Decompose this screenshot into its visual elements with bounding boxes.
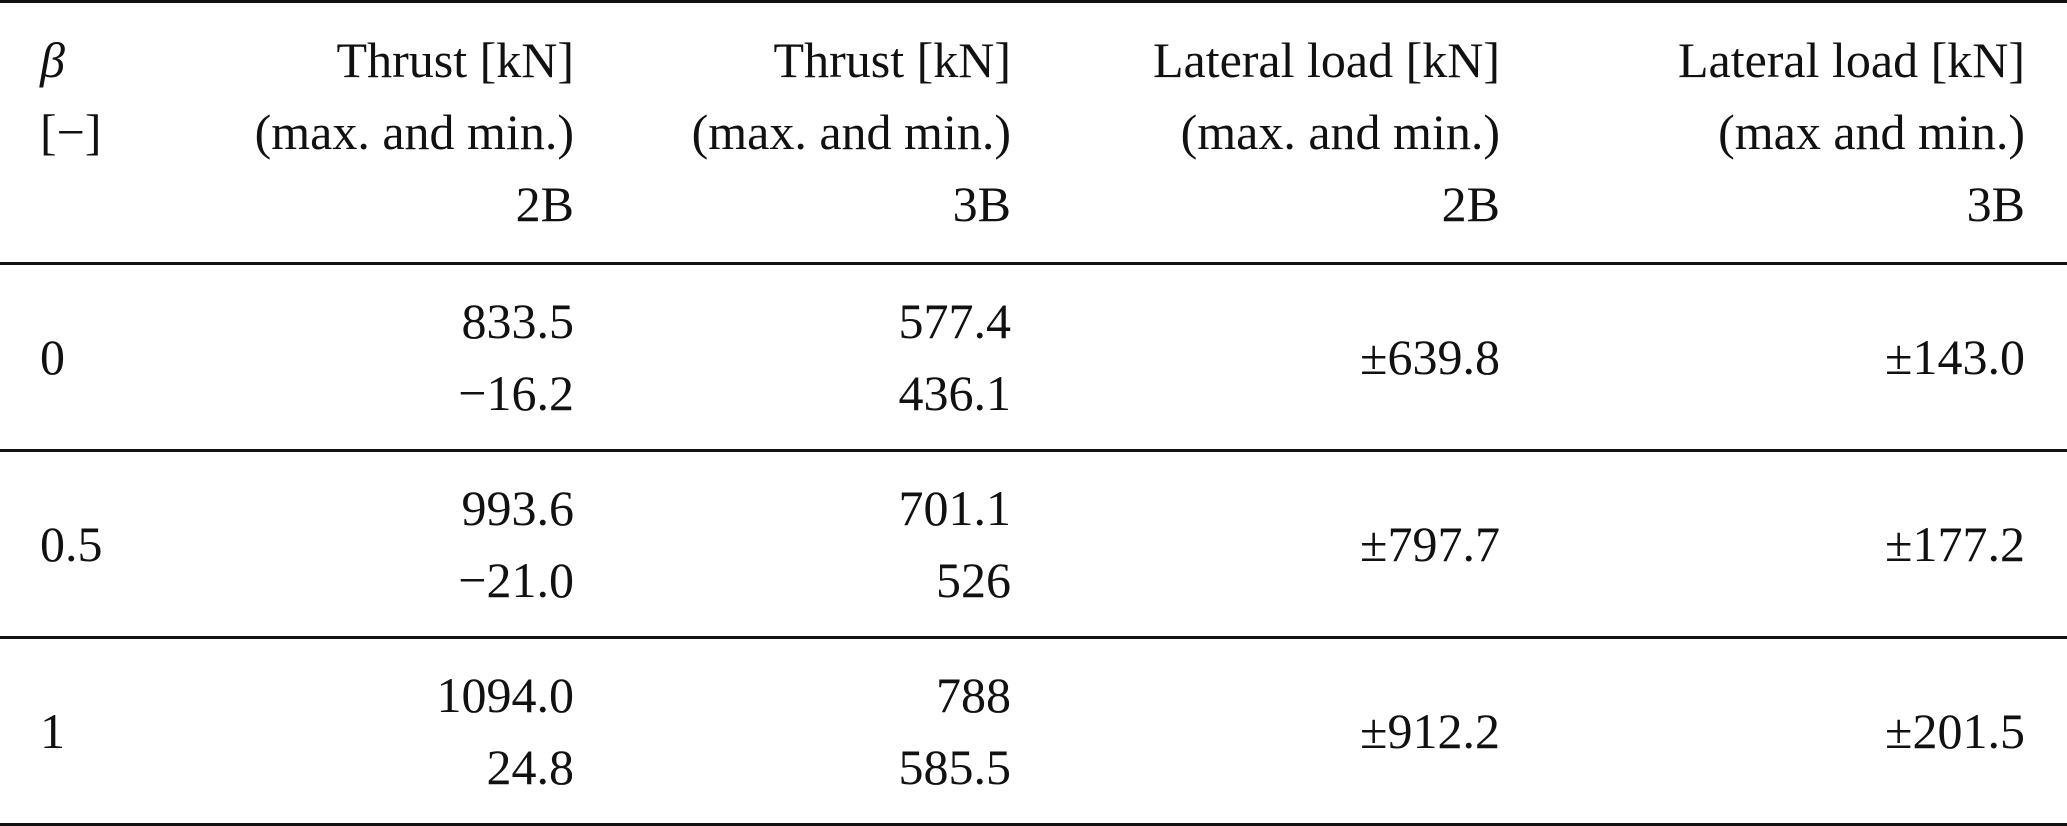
header-row: β [−] Thrust [kN] (max. and min.) 2B Thr… [0, 0, 2067, 265]
header-lateral-3b: Lateral load [kN] (max and min.) 3B [1536, 0, 2067, 265]
header-thrust-2b: Thrust [kN] (max. and min.) 2B [140, 0, 580, 265]
header-thrust-2b-title: Thrust [kN] [336, 32, 574, 88]
cell-lateral-3b: ±177.2 [1536, 450, 2067, 639]
cell-thrust-3b: 788 585.5 [580, 637, 1042, 826]
header-lateral-3b-qualifier: (max and min.) [1718, 104, 2025, 160]
cell-thrust-2b-min: −16.2 [458, 365, 574, 421]
table-row: 0.5 993.6 −21.0 701.1 526 ±797.7 ±177.2 [0, 450, 2067, 639]
header-lateral-2b-title: Lateral load [kN] [1152, 32, 1500, 88]
cell-thrust-3b: 577.4 436.1 [580, 263, 1042, 452]
header-lateral-2b-config: 2B [1441, 176, 1500, 232]
cell-thrust-2b-max: 833.5 [461, 293, 575, 349]
cell-thrust-2b: 833.5 −16.2 [140, 263, 580, 452]
table-header: β [−] Thrust [kN] (max. and min.) 2B Thr… [0, 0, 2067, 265]
cell-thrust-3b: 701.1 526 [580, 450, 1042, 639]
header-lateral-3b-title: Lateral load [kN] [1677, 32, 2025, 88]
cell-thrust-2b-max: 1094.0 [436, 667, 575, 723]
cell-beta: 0 [0, 263, 140, 452]
cell-thrust-2b: 1094.0 24.8 [140, 637, 580, 826]
header-thrust-3b-title: Thrust [kN] [773, 32, 1011, 88]
cell-beta: 1 [0, 637, 140, 826]
table-row: 0 833.5 −16.2 577.4 436.1 ±639.8 ±143.0 [0, 263, 2067, 452]
header-lateral-2b-qualifier: (max. and min.) [1180, 104, 1500, 160]
cell-thrust-2b-min: 24.8 [486, 739, 575, 795]
cell-thrust-3b-max: 577.4 [898, 293, 1012, 349]
cell-lateral-3b: ±143.0 [1536, 263, 2067, 452]
header-beta-unit: [−] [40, 104, 102, 160]
header-lateral-3b-config: 3B [1966, 176, 2025, 232]
header-beta-symbol: β [40, 32, 65, 88]
cell-thrust-3b-min: 585.5 [898, 739, 1012, 795]
cell-thrust-3b-max: 788 [936, 667, 1011, 723]
table-body: 0 833.5 −16.2 577.4 436.1 ±639.8 ±143.0 [0, 263, 2067, 826]
cell-lateral-2b: ±912.2 [1042, 637, 1536, 826]
header-thrust-3b-config: 3B [952, 176, 1011, 232]
cell-thrust-2b-min: −21.0 [458, 552, 574, 608]
cell-thrust-3b-min: 526 [936, 552, 1011, 608]
header-lateral-2b: Lateral load [kN] (max. and min.) 2B [1042, 0, 1536, 265]
header-thrust-2b-qualifier: (max. and min.) [254, 104, 574, 160]
header-thrust-2b-config: 2B [515, 176, 574, 232]
cell-thrust-3b-max: 701.1 [898, 480, 1012, 536]
cell-thrust-2b: 993.6 −21.0 [140, 450, 580, 639]
header-thrust-3b: Thrust [kN] (max. and min.) 3B [580, 0, 1042, 265]
header-thrust-3b-qualifier: (max. and min.) [691, 104, 1011, 160]
cell-thrust-3b-min: 436.1 [898, 365, 1012, 421]
header-beta: β [−] [0, 0, 140, 265]
cell-lateral-2b: ±797.7 [1042, 450, 1536, 639]
cell-thrust-2b-max: 993.6 [461, 480, 575, 536]
table-row: 1 1094.0 24.8 788 585.5 ±912.2 ±201.5 [0, 637, 2067, 826]
cell-lateral-2b: ±639.8 [1042, 263, 1536, 452]
cell-beta: 0.5 [0, 450, 140, 639]
cell-lateral-3b: ±201.5 [1536, 637, 2067, 826]
